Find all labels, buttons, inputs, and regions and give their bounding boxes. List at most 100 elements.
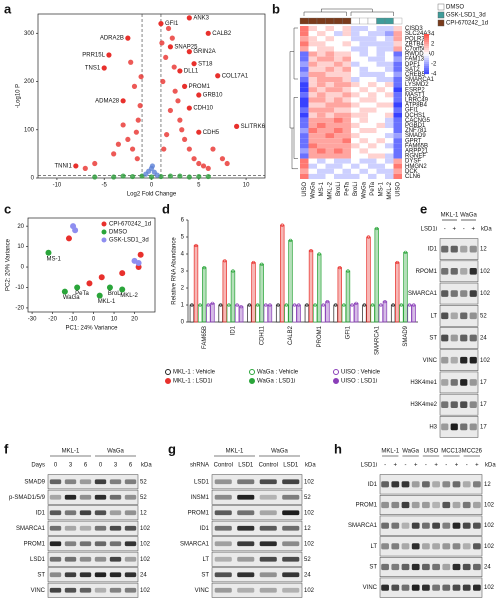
heat-cell [342,158,351,164]
gene-label: GFI1 [165,21,179,27]
band [214,525,232,531]
blot-strip [211,505,303,521]
band [259,556,277,562]
blot-strip [439,327,479,349]
heat-cell [376,82,385,88]
heat-cell [359,71,368,77]
point [133,129,139,135]
point [135,117,141,123]
treatment-cell [316,17,326,25]
row-label: SMARCA1 [405,77,435,83]
legend-marker [165,369,171,375]
band [124,479,137,485]
point [45,249,52,256]
condition-label: LSD1i [421,227,437,233]
heat-cell [342,107,351,113]
x-tick-label: CDH11 [259,325,265,345]
heat-cell [317,77,326,83]
row-label: CISD3 [405,26,423,32]
heat-cell [342,31,351,37]
point [98,274,105,281]
point [186,174,192,180]
heat-cell [308,138,317,144]
heat-cell [317,92,326,98]
lane-label: LSD1 [238,463,254,469]
band [94,479,107,485]
band [473,481,481,488]
point [182,136,188,143]
heat-cell [359,66,368,72]
band [49,541,62,547]
heat-cell [308,61,317,67]
band [401,501,410,509]
heat-cell [334,128,343,134]
row-label: LYSMD2 [405,82,429,88]
band [79,541,92,547]
heat-cell [368,107,377,113]
heat-cell [325,128,334,134]
y-axis-label: PC2: 20% Variance [6,238,12,291]
point [205,165,211,171]
gene-point [234,123,240,129]
gene-point [73,163,79,169]
point [115,141,121,147]
dot [407,303,412,307]
dot [206,303,210,307]
bar [296,304,301,323]
protein-label: SMARCA1 [408,291,438,297]
heat-cell [342,41,351,47]
legend-label: UISO : Vehicle [341,370,381,376]
gene-label: TNNI1 [54,164,72,170]
heat-cell [325,138,334,144]
protein-label: SMAD9 [24,479,45,485]
band [109,541,122,547]
band [450,268,458,275]
group-label: MKL-1 [62,449,80,455]
heat-cell [376,61,385,67]
y-tick-label: 5 [181,235,185,241]
lane-label: + [414,463,418,469]
heat-cell [376,66,385,72]
band [214,479,232,485]
column-label: UISO [395,182,401,197]
protein-label: VINC [31,588,46,594]
heat-cell [317,41,326,47]
heat-cell [385,26,394,32]
heat-cell [351,36,360,42]
heat-cell [334,26,343,32]
scale-step [424,54,429,57]
column-label: MS-1 [319,181,325,196]
band [469,245,477,253]
band [473,543,481,550]
heat-cell [385,153,394,159]
heat-cell [300,173,309,179]
heat-cell [393,66,402,72]
band [49,494,62,500]
point [74,284,81,291]
treatment-cell [384,17,394,25]
x-tick-label: ID1 [231,325,237,335]
heat-cell [325,77,334,83]
band [79,556,92,562]
panel-label: d [162,201,170,216]
row-label: PGBD1 [405,123,426,129]
lane-label: 6 [84,463,88,469]
group-label: MKL-1 [441,213,459,219]
heat-cell [393,41,402,47]
dot [256,303,260,307]
group-label: WaGa [402,449,419,455]
band [79,494,92,500]
bar [337,267,342,323]
heat-cell [393,102,402,108]
heat-cell [334,163,343,169]
condition-label: Days [31,463,45,469]
protein-label: VINC [423,358,438,364]
x-axis-label: Log2 Fold Change [127,192,177,198]
x-tick-label: CALB2 [288,325,294,345]
band [441,401,449,408]
y-tick-label: 300 [24,31,35,37]
gene-label: SLITRK6 [241,124,266,130]
gene-point [186,49,192,55]
kda-label: 24 [140,572,147,578]
blot-strip [439,305,479,327]
